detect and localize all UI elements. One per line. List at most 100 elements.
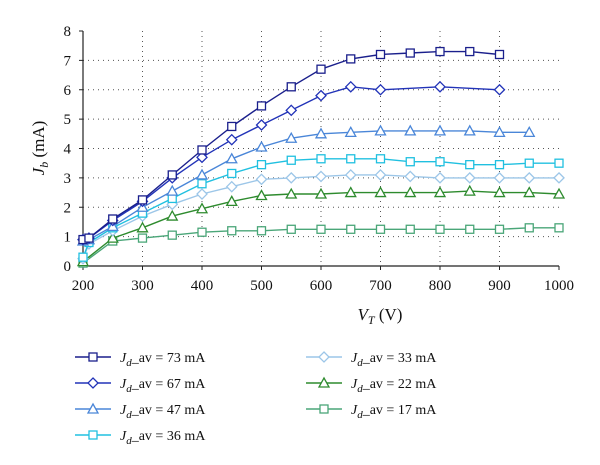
data-point bbox=[523, 171, 536, 184]
legend-item: Jd_av = 33 mA bbox=[306, 351, 437, 369]
data-point bbox=[405, 48, 415, 58]
y-tick-label: 2 bbox=[64, 200, 72, 216]
data-point bbox=[344, 186, 357, 198]
series-6 bbox=[78, 223, 564, 268]
x-tick-label: 400 bbox=[191, 278, 214, 294]
data-point bbox=[404, 124, 417, 136]
data-series bbox=[76, 46, 566, 268]
legend-label: Jd_av = 36 mA bbox=[120, 429, 206, 447]
legend-marker bbox=[88, 430, 98, 440]
y-tick-label: 7 bbox=[64, 53, 72, 69]
data-point bbox=[286, 82, 296, 92]
data-point bbox=[314, 127, 328, 139]
x-tick-label: 800 bbox=[429, 278, 452, 294]
series-line bbox=[82, 50, 500, 241]
x-tick-label: 500 bbox=[250, 278, 273, 294]
data-point bbox=[552, 187, 566, 199]
legend-item: Jd_av = 67 mA bbox=[75, 377, 206, 395]
data-point bbox=[225, 180, 238, 193]
y-tick-label: 8 bbox=[64, 24, 72, 40]
data-point bbox=[197, 145, 207, 155]
legend-item: Jd_av = 22 mA bbox=[306, 376, 437, 395]
data-point bbox=[316, 154, 326, 164]
data-point bbox=[554, 158, 564, 168]
tick-labels: 200 300 400 500 600 700 800 900 1000 0 1 2 3 4 5 6 7 8 bbox=[64, 24, 575, 294]
data-point bbox=[433, 186, 447, 198]
series-0 bbox=[78, 46, 505, 245]
data-point bbox=[255, 173, 268, 186]
axis-titles: Jb (mA) VT (V) bbox=[29, 121, 402, 327]
data-point bbox=[255, 189, 268, 201]
data-point bbox=[195, 202, 209, 214]
legend-label: Jd_av = 47 mA bbox=[120, 403, 206, 421]
data-point bbox=[493, 83, 506, 96]
legend-label: Jd_av = 73 mA bbox=[120, 351, 206, 369]
data-point bbox=[108, 214, 118, 224]
data-point bbox=[435, 157, 445, 167]
data-point bbox=[196, 151, 208, 164]
x-tick-label: 600 bbox=[310, 278, 333, 294]
data-point bbox=[374, 124, 387, 136]
x-tick-label: 900 bbox=[488, 278, 511, 294]
legend-marker bbox=[87, 377, 99, 389]
legend: Jd_av = 73 mA Jd_av = 67 mA Jd_av = 47 mA J… bbox=[75, 351, 437, 447]
legend-item: Jd_av = 73 mA bbox=[75, 351, 206, 369]
legend-item: Jd_av = 17 mA bbox=[306, 403, 437, 421]
data-point bbox=[225, 133, 238, 146]
data-point bbox=[435, 224, 445, 234]
data-point bbox=[225, 152, 238, 164]
data-point bbox=[225, 195, 238, 207]
data-point bbox=[136, 221, 149, 233]
x-axis-title: VT (V) bbox=[358, 305, 403, 327]
x-tick-label: 300 bbox=[131, 278, 154, 294]
legend-label: Jd_av = 17 mA bbox=[351, 403, 437, 421]
data-point bbox=[197, 179, 207, 189]
data-point bbox=[84, 233, 94, 243]
x-tick-label: 700 bbox=[369, 278, 392, 294]
data-point bbox=[344, 126, 357, 137]
data-point bbox=[523, 186, 536, 198]
data-point bbox=[316, 224, 326, 234]
data-point bbox=[375, 154, 386, 164]
data-point bbox=[374, 186, 387, 198]
data-point bbox=[434, 171, 446, 184]
data-point bbox=[166, 184, 179, 196]
y-tick-label: 3 bbox=[64, 171, 72, 187]
y-axis-title: Jb (mA) bbox=[29, 121, 51, 176]
data-point bbox=[435, 46, 445, 57]
legend-item: Jd_av = 36 mA bbox=[75, 429, 206, 447]
data-point bbox=[315, 89, 327, 102]
data-point bbox=[405, 224, 415, 234]
data-point bbox=[375, 49, 386, 60]
data-point bbox=[374, 169, 387, 181]
data-point bbox=[78, 252, 88, 262]
data-point bbox=[494, 224, 505, 234]
data-point bbox=[463, 184, 476, 196]
data-point bbox=[137, 195, 148, 205]
data-point bbox=[493, 171, 506, 184]
data-point bbox=[524, 223, 534, 233]
y-tick-label: 0 bbox=[64, 259, 72, 275]
data-point bbox=[554, 223, 564, 233]
data-point bbox=[374, 83, 387, 96]
data-point bbox=[285, 171, 298, 184]
y-tick-label: 4 bbox=[64, 142, 72, 158]
data-point bbox=[463, 124, 476, 136]
data-point bbox=[404, 186, 417, 198]
x-tick-label: 1000 bbox=[544, 278, 574, 294]
data-point bbox=[465, 160, 475, 170]
x-tick-label: 200 bbox=[72, 278, 95, 294]
data-point bbox=[227, 168, 237, 179]
series-line bbox=[82, 158, 559, 258]
data-point bbox=[167, 170, 177, 180]
data-point bbox=[465, 46, 475, 57]
data-point bbox=[463, 171, 476, 184]
legend-marker bbox=[318, 351, 330, 363]
data-point bbox=[167, 230, 177, 240]
data-point bbox=[196, 188, 208, 200]
data-point bbox=[255, 140, 268, 152]
legend-label: Jd_av = 67 mA bbox=[120, 377, 206, 395]
data-point bbox=[494, 160, 505, 170]
data-point bbox=[404, 170, 417, 183]
data-point bbox=[285, 104, 298, 117]
